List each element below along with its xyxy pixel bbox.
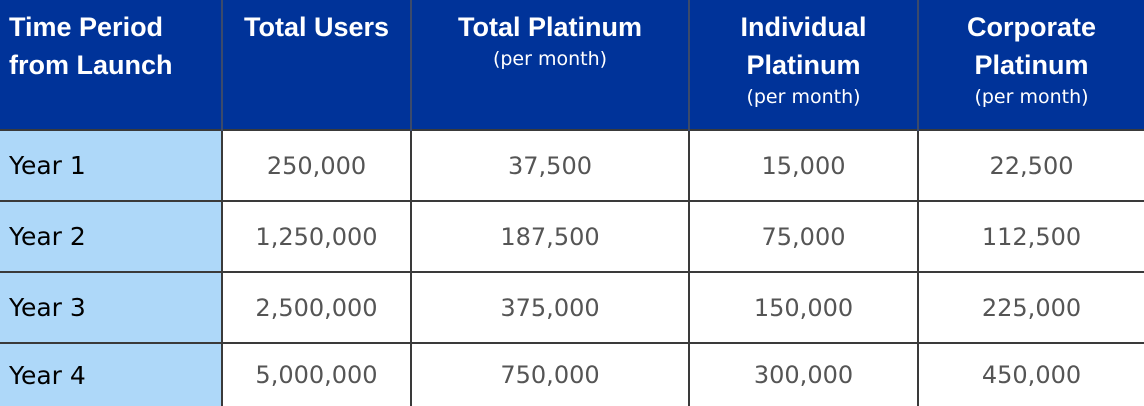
header-total-users: Total Users bbox=[222, 0, 412, 130]
corporate-platinum-cell: 22,500 bbox=[918, 129, 1144, 201]
total-users-cell: 1,250,000 bbox=[222, 200, 412, 272]
table-body: Year 1 250,000 37,500 15,000 22,500 Year… bbox=[0, 129, 1144, 406]
corporate-platinum-cell: 112,500 bbox=[918, 200, 1144, 272]
table-row: Year 1 250,000 37,500 15,000 22,500 bbox=[0, 129, 1144, 201]
total-users-cell: 2,500,000 bbox=[222, 271, 412, 343]
total-users-cell: 250,000 bbox=[222, 129, 412, 201]
corporate-platinum-cell: 225,000 bbox=[918, 271, 1144, 343]
header-row: Time Period from Launch Total Users Tota… bbox=[0, 0, 1144, 130]
period-cell: Year 1 bbox=[0, 129, 223, 201]
header-label: Individual Platinum bbox=[740, 12, 867, 80]
individual-platinum-cell: 300,000 bbox=[689, 342, 919, 406]
total-platinum-cell: 37,500 bbox=[411, 129, 690, 201]
table-row: Year 2 1,250,000 187,500 75,000 112,500 bbox=[0, 200, 1144, 272]
header-sublabel: (per month) bbox=[746, 86, 861, 108]
header-time-period: Time Period from Launch bbox=[0, 0, 223, 130]
total-platinum-cell: 187,500 bbox=[411, 200, 690, 272]
header-label: Total Platinum bbox=[457, 12, 642, 42]
header-label: Time Period from Launch bbox=[9, 12, 173, 80]
period-cell: Year 3 bbox=[0, 271, 223, 343]
period-cell: Year 2 bbox=[0, 200, 223, 272]
header-sublabel: (per month) bbox=[974, 86, 1089, 108]
individual-platinum-cell: 150,000 bbox=[689, 271, 919, 343]
header-total-platinum: Total Platinum (per month) bbox=[411, 0, 690, 130]
table-row: Year 3 2,500,000 375,000 150,000 225,000 bbox=[0, 271, 1144, 343]
header-individual-platinum: Individual Platinum (per month) bbox=[689, 0, 919, 130]
total-users-cell: 5,000,000 bbox=[222, 342, 412, 406]
header-sublabel: (per month) bbox=[492, 48, 608, 70]
period-cell: Year 4 bbox=[0, 342, 223, 406]
header-corporate-platinum: Corporate Platinum (per month) bbox=[918, 0, 1144, 130]
table-header: Time Period from Launch Total Users Tota… bbox=[0, 0, 1144, 130]
individual-platinum-cell: 75,000 bbox=[689, 200, 919, 272]
total-platinum-cell: 375,000 bbox=[411, 271, 690, 343]
corporate-platinum-cell: 450,000 bbox=[918, 342, 1144, 406]
individual-platinum-cell: 15,000 bbox=[689, 129, 919, 201]
header-label: Corporate Platinum bbox=[966, 12, 1096, 80]
table-row: Year 4 5,000,000 750,000 300,000 450,000 bbox=[0, 342, 1144, 406]
header-label: Total Users bbox=[243, 12, 390, 42]
total-platinum-cell: 750,000 bbox=[411, 342, 690, 406]
